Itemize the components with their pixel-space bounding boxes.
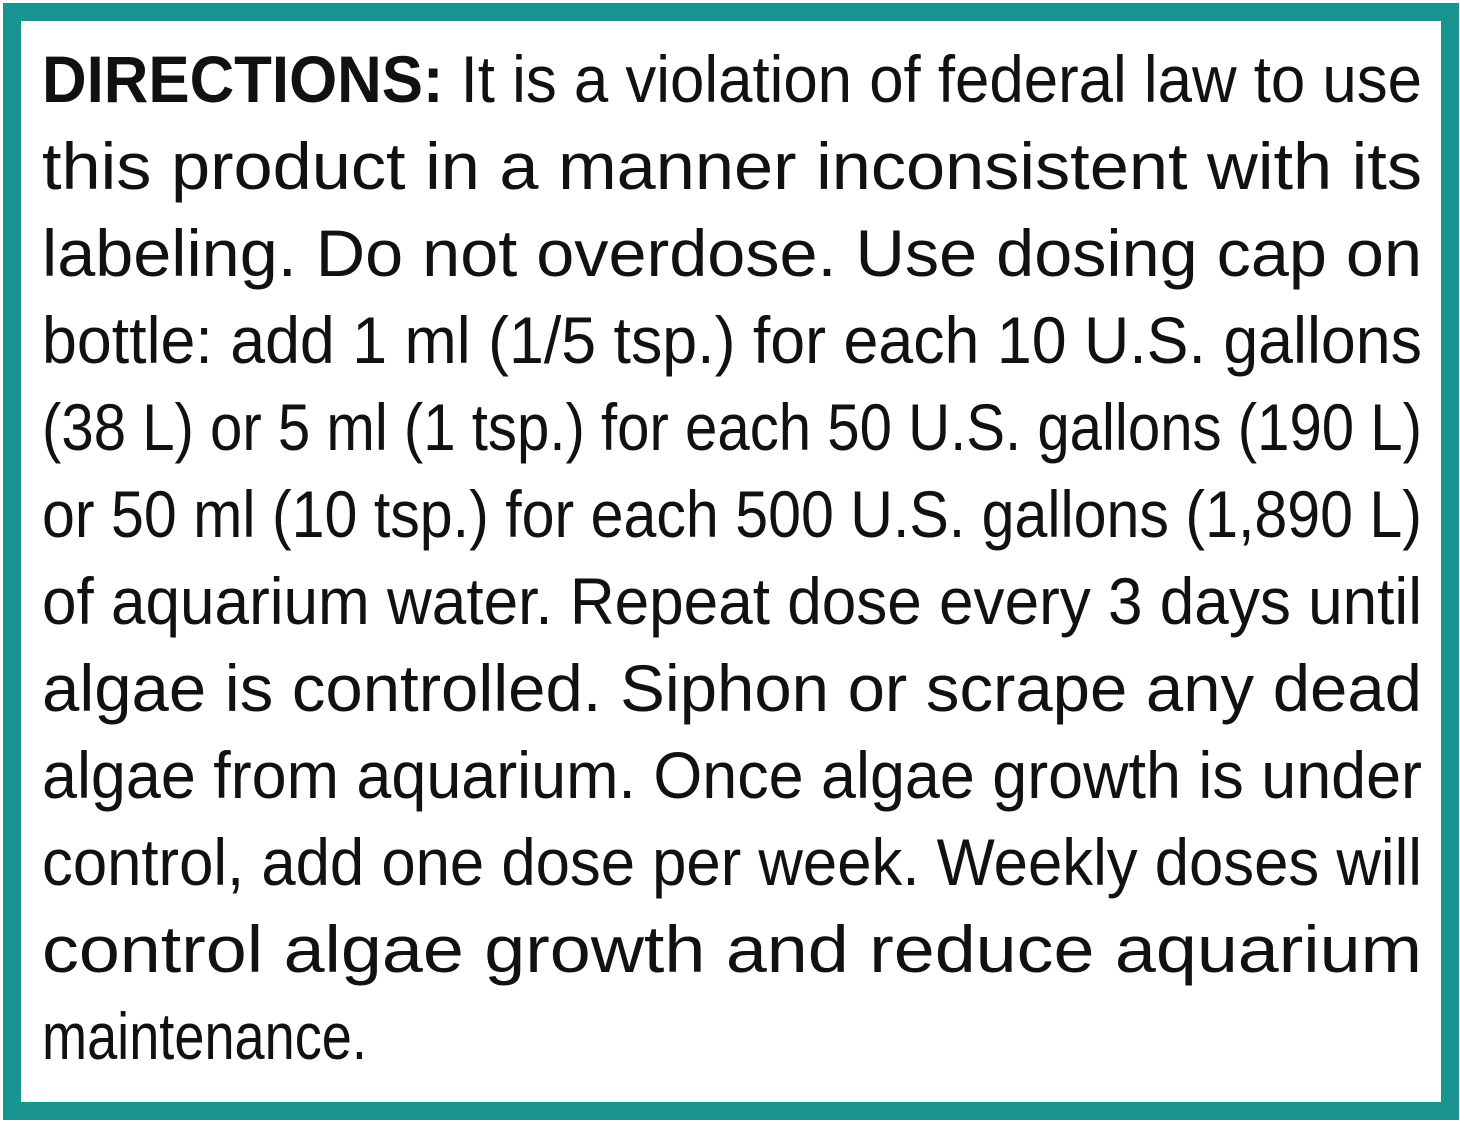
directions-line: algae is controlled. Siphon or scrape an… bbox=[42, 651, 1422, 725]
directions-line: labeling. Do not overdose. Use dosing ca… bbox=[42, 216, 1422, 290]
directions-line: this product in a manner inconsistent wi… bbox=[42, 129, 1422, 203]
directions-line: algae from aquarium. Once algae growth i… bbox=[42, 738, 1422, 812]
directions-line: or 50 ml (10 tsp.) for each 500 U.S. gal… bbox=[42, 477, 1422, 551]
directions-line: control algae growth and reduce aquarium bbox=[42, 912, 1423, 986]
directions-line: maintenance. bbox=[42, 999, 367, 1073]
directions-line: DIRECTIONS: It is a violation of federal… bbox=[42, 42, 1422, 116]
directions-line: control, add one dose per week. Weekly d… bbox=[42, 825, 1422, 899]
directions-line: of aquarium water. Repeat dose every 3 d… bbox=[42, 564, 1422, 638]
directions-label: DIRECTIONS: bbox=[42, 42, 444, 116]
label-border bbox=[3, 3, 1459, 1120]
directions-text: DIRECTIONS: It is a violation of federal… bbox=[42, 36, 1424, 1080]
directions-line: bottle: add 1 ml (1/5 tsp.) for each 10 … bbox=[42, 303, 1422, 377]
directions-line: (38 L) or 5 ml (1 tsp.) for each 50 U.S.… bbox=[42, 390, 1422, 464]
